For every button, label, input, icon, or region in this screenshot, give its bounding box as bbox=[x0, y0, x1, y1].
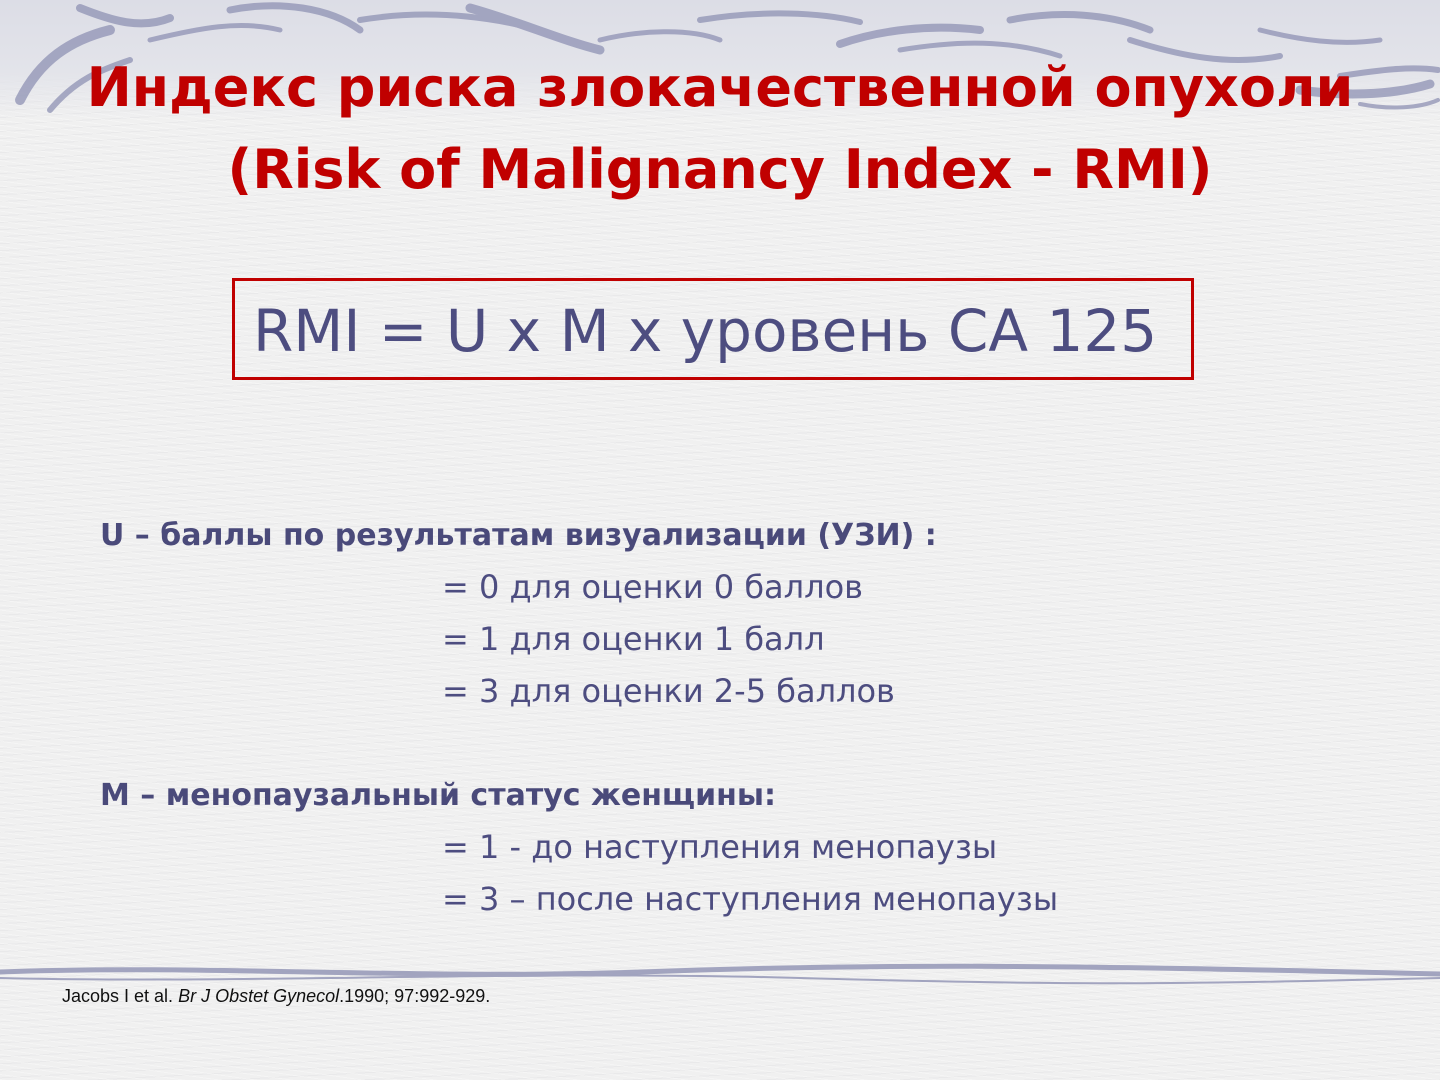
u-score-item: = 3 для оценки 2-5 баллов bbox=[442, 672, 895, 710]
page-subtitle: (Risk of Malignancy Index - RMI) bbox=[227, 138, 1213, 201]
m-status-item: = 1 - до наступления менопаузы bbox=[442, 828, 998, 866]
citation-authors: Jacobs I et al. bbox=[62, 986, 179, 1006]
top-decoration bbox=[15, 2, 1440, 113]
citation: Jacobs I et al. Br J Obstet Gynecol.1990… bbox=[62, 986, 490, 1007]
m-section-heading: M – менопаузальный статус женщины: bbox=[100, 778, 776, 813]
u-score-item: = 1 для оценки 1 балл bbox=[442, 620, 825, 658]
u-score-item: = 0 для оценки 0 баллов bbox=[442, 568, 863, 606]
rmi-formula: RMI = U x M x уровень CA 125 bbox=[253, 297, 1158, 365]
u-section-heading: U – баллы по результатам визуализации (У… bbox=[100, 518, 937, 553]
formula-box: RMI = U x M x уровень CA 125 bbox=[232, 278, 1194, 380]
m-status-item: = 3 – после наступления менопаузы bbox=[442, 880, 1059, 918]
page-title: Индекс риска злокачественной опухоли bbox=[86, 56, 1354, 119]
bottom-decoration bbox=[0, 963, 1440, 985]
citation-journal: Br J Obstet Gynecol bbox=[178, 986, 340, 1006]
citation-details: .1990; 97:992-929. bbox=[339, 986, 491, 1006]
